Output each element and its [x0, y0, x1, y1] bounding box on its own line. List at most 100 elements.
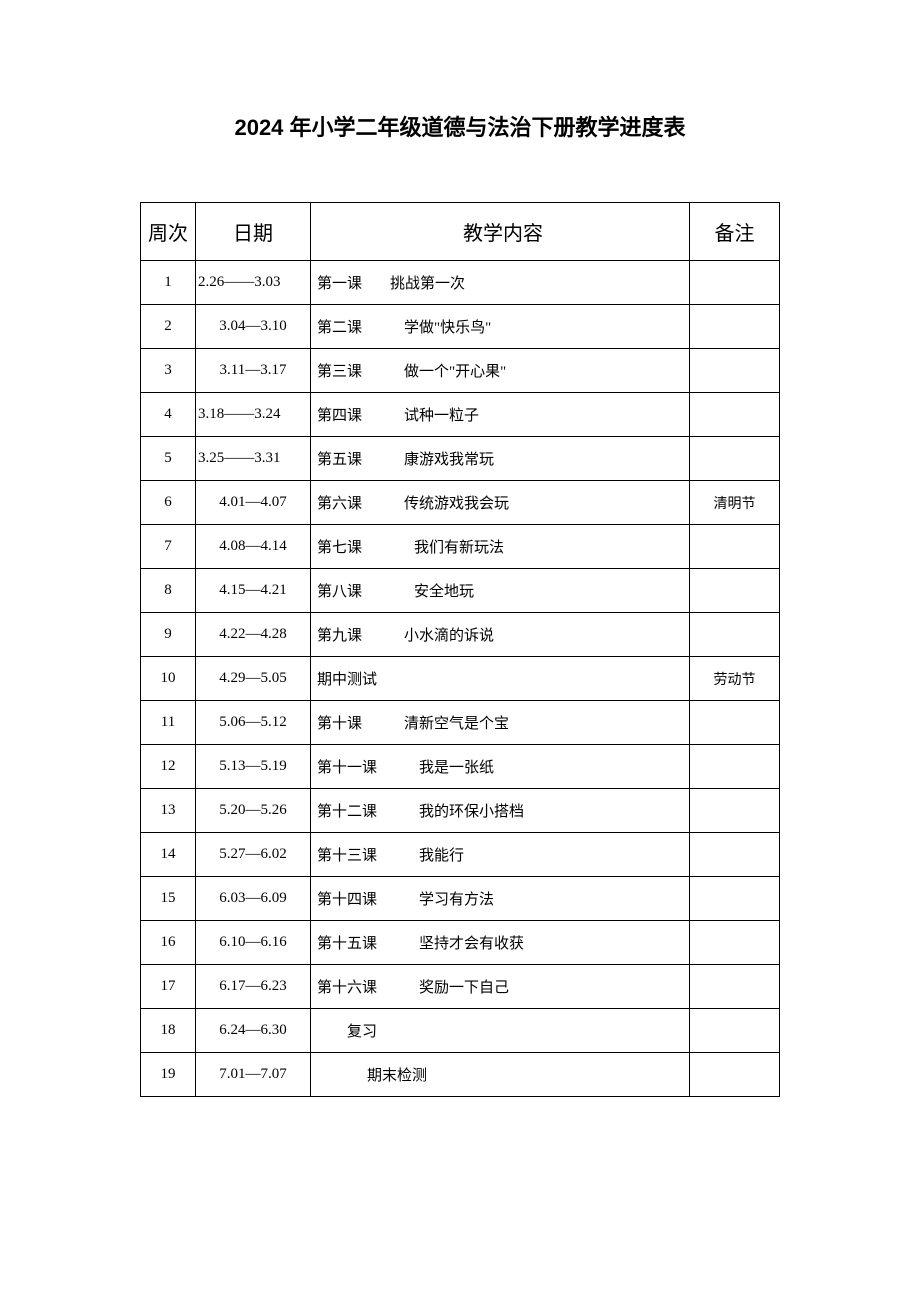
- cell-date: 3.04—3.10: [196, 305, 311, 349]
- table-row: 145.27—6.02第十三课我能行: [141, 833, 780, 877]
- cell-content: 第八课安全地玩: [311, 569, 690, 613]
- table-row: 64.01—4.07第六课传统游戏我会玩清明节: [141, 481, 780, 525]
- lesson-label: 第十一课: [317, 756, 377, 777]
- cell-content: 第六课 传统游戏我会玩: [311, 481, 690, 525]
- cell-content: 第四课 试种一粒子: [311, 393, 690, 437]
- cell-week: 19: [141, 1053, 196, 1097]
- lesson-topic: 学做"快乐鸟": [404, 316, 491, 337]
- cell-note: [690, 1009, 780, 1053]
- lesson-label: 第五课: [317, 448, 362, 469]
- cell-date: 3.18——3.24: [196, 393, 311, 437]
- table-row: 84.15—4.21第八课安全地玩: [141, 569, 780, 613]
- cell-content: 复习: [311, 1009, 690, 1053]
- cell-content: 期末检测: [311, 1053, 690, 1097]
- cell-week: 1: [141, 261, 196, 305]
- cell-note: 劳动节: [690, 657, 780, 701]
- lesson-label: 期末检测: [367, 1064, 427, 1085]
- cell-note: [690, 613, 780, 657]
- lesson-topic: 我能行: [419, 844, 464, 865]
- cell-date: 5.13—5.19: [196, 745, 311, 789]
- cell-week: 9: [141, 613, 196, 657]
- lesson-label: 第六课: [317, 492, 362, 513]
- lesson-label: 第十四课: [317, 888, 377, 909]
- lesson-label: 第七课: [317, 536, 362, 557]
- cell-week: 10: [141, 657, 196, 701]
- table-row: 43.18——3.24 第四课 试种一粒子: [141, 393, 780, 437]
- cell-content: 第七课 我们有新玩法: [311, 525, 690, 569]
- lesson-topic: 清新空气是个宝: [404, 712, 509, 733]
- lesson-topic: 我们有新玩法: [414, 536, 504, 557]
- cell-week: 12: [141, 745, 196, 789]
- cell-content: 第十一课 我是一张纸: [311, 745, 690, 789]
- lesson-topic: 奖励一下自己: [419, 976, 509, 997]
- cell-date: 4.22—4.28: [196, 613, 311, 657]
- cell-note: [690, 569, 780, 613]
- cell-week: 7: [141, 525, 196, 569]
- cell-note: [690, 349, 780, 393]
- cell-content: 第九课小水滴的诉说: [311, 613, 690, 657]
- cell-note: [690, 305, 780, 349]
- cell-note: [690, 833, 780, 877]
- cell-note: [690, 437, 780, 481]
- table-row: 166.10—6.16第十五课坚持才会有收获: [141, 921, 780, 965]
- lesson-label: 第九课: [317, 624, 362, 645]
- table-row: 94.22—4.28第九课小水滴的诉说: [141, 613, 780, 657]
- cell-date: 6.24—6.30: [196, 1009, 311, 1053]
- lesson-label: 第一课: [317, 272, 362, 293]
- lesson-label: 复习: [347, 1020, 377, 1041]
- cell-date: 6.03—6.09: [196, 877, 311, 921]
- cell-note: [690, 745, 780, 789]
- table-header-row: 周次 日期 教学内容 备注: [141, 203, 780, 261]
- cell-date: 4.15—4.21: [196, 569, 311, 613]
- lesson-topic: 学习有方法: [419, 888, 494, 909]
- lesson-label: 第三课: [317, 360, 362, 381]
- cell-week: 2: [141, 305, 196, 349]
- lesson-topic: 我的环保小搭档: [419, 800, 524, 821]
- cell-note: [690, 701, 780, 745]
- schedule-table: 周次 日期 教学内容 备注 12.26——3.03第一课挑战第一次23.04—3…: [140, 202, 780, 1097]
- lesson-topic: 试种一粒子: [404, 404, 479, 425]
- cell-week: 17: [141, 965, 196, 1009]
- table-row: 115.06—5.12第十课清新空气是个宝: [141, 701, 780, 745]
- cell-date: 7.01—7.07: [196, 1053, 311, 1097]
- lesson-topic: 挑战第一次: [390, 272, 465, 293]
- table-row: 104.29—5.05期中测试劳动节: [141, 657, 780, 701]
- cell-week: 8: [141, 569, 196, 613]
- lesson-topic: 传统游戏我会玩: [404, 492, 509, 513]
- cell-content: 第十课 清新空气是个宝: [311, 701, 690, 745]
- table-row: 53.25——3.31 第五课 康游戏我常玩: [141, 437, 780, 481]
- cell-date: 4.29—5.05: [196, 657, 311, 701]
- cell-content: 第一课 挑战第一次: [311, 261, 690, 305]
- header-week: 周次: [141, 203, 196, 261]
- cell-date: 3.25——3.31: [196, 437, 311, 481]
- table-row: 186.24—6.30复习: [141, 1009, 780, 1053]
- lesson-label: 第十五课: [317, 932, 377, 953]
- table-row: 12.26——3.03第一课挑战第一次: [141, 261, 780, 305]
- lesson-topic: 我是一张纸: [419, 756, 494, 777]
- lesson-label: 第二课: [317, 316, 362, 337]
- cell-week: 4: [141, 393, 196, 437]
- cell-date: 4.01—4.07: [196, 481, 311, 525]
- cell-content: 第十三课 我能行: [311, 833, 690, 877]
- lesson-topic: 做一个"开心果": [404, 360, 506, 381]
- cell-note: [690, 393, 780, 437]
- page-title: 2024 年小学二年级道德与法治下册教学进度表: [140, 110, 780, 142]
- table-body: 12.26——3.03第一课挑战第一次23.04—3.10第二课学做"快乐鸟"3…: [141, 261, 780, 1097]
- lesson-label: 第四课: [317, 404, 362, 425]
- cell-content: 期中测试: [311, 657, 690, 701]
- cell-week: 5: [141, 437, 196, 481]
- cell-note: 清明节: [690, 481, 780, 525]
- table-row: 176.17—6.23 第十六课 奖励一下自己: [141, 965, 780, 1009]
- cell-content: 第二课 学做"快乐鸟": [311, 305, 690, 349]
- lesson-topic: 坚持才会有收获: [419, 932, 524, 953]
- lesson-topic: 康游戏我常玩: [404, 448, 494, 469]
- lesson-label: 第十二课: [317, 800, 377, 821]
- lesson-label: 第十课: [317, 712, 362, 733]
- lesson-label: 第十六课: [317, 976, 377, 997]
- cell-date: 6.17—6.23: [196, 965, 311, 1009]
- cell-note: [690, 877, 780, 921]
- lesson-label: 第十三课: [317, 844, 377, 865]
- cell-content: 第十二课 我的环保小搭档: [311, 789, 690, 833]
- cell-week: 15: [141, 877, 196, 921]
- header-note: 备注: [690, 203, 780, 261]
